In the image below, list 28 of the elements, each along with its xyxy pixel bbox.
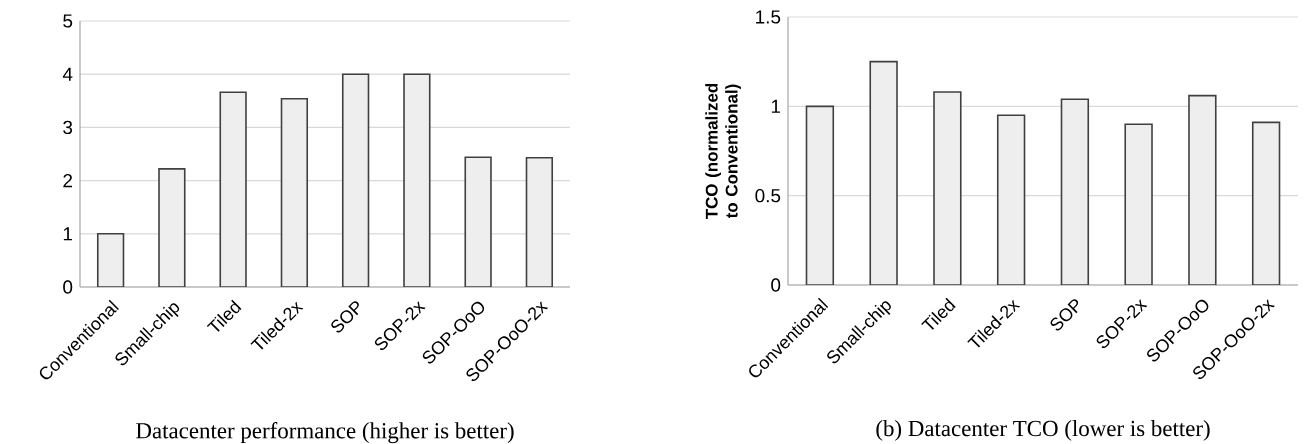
bar (996, 114, 1026, 285)
y-tick-label: 5 (63, 14, 73, 28)
y-tick-label: 0 (771, 278, 781, 292)
bar (1251, 121, 1281, 285)
y-tick-label: 2 (63, 173, 73, 188)
y-tick-label: 1.5 (756, 10, 781, 24)
y-tick-label: 1 (771, 99, 781, 113)
bar (464, 156, 492, 287)
y-tick-label: 0 (63, 280, 73, 294)
bar (525, 156, 554, 287)
bar (933, 91, 962, 285)
bar (219, 91, 247, 287)
bar (805, 105, 835, 285)
y-tick-label: 0.5 (755, 188, 781, 203)
bar (341, 73, 370, 287)
bar (158, 168, 186, 287)
bar (280, 97, 309, 287)
bar (1060, 98, 1090, 285)
bar (403, 73, 431, 287)
y-tick-label: 1 (63, 227, 73, 241)
text: Datacenter performance (higher is better) (136, 422, 514, 444)
bar (1124, 123, 1153, 285)
y-tick-label: 4 (62, 67, 73, 81)
y-tick-label: 3 (63, 120, 73, 135)
y-axis-title: TCO (normalized to Conventional) (705, 83, 741, 220)
bar (869, 60, 898, 285)
text: (b) Datacenter TCO (lower is better) (876, 420, 1210, 441)
bar (1188, 94, 1217, 285)
